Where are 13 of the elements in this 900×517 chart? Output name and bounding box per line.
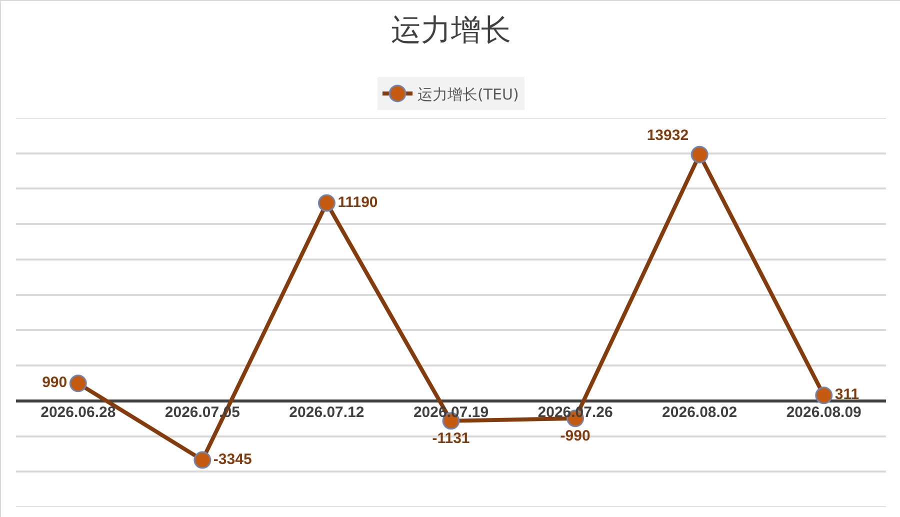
- data-label: 990: [42, 374, 68, 392]
- x-tick-label: 2026.08.02: [662, 404, 738, 421]
- x-tick-label: 2026.07.12: [289, 404, 364, 421]
- data-label: 13932: [646, 126, 689, 144]
- chart-title: 运力增长: [391, 13, 511, 48]
- data-label: -1131: [432, 430, 470, 448]
- data-label: 11190: [338, 194, 378, 211]
- legend-label: 运力增长(TEU): [418, 85, 519, 104]
- data-label: 311: [834, 386, 860, 404]
- data-label: -3345: [213, 450, 252, 468]
- x-tick-label: 2026.06.28: [40, 404, 116, 421]
- data-label: -990: [560, 428, 590, 445]
- x-tick-label: 2026.08.09: [786, 404, 862, 421]
